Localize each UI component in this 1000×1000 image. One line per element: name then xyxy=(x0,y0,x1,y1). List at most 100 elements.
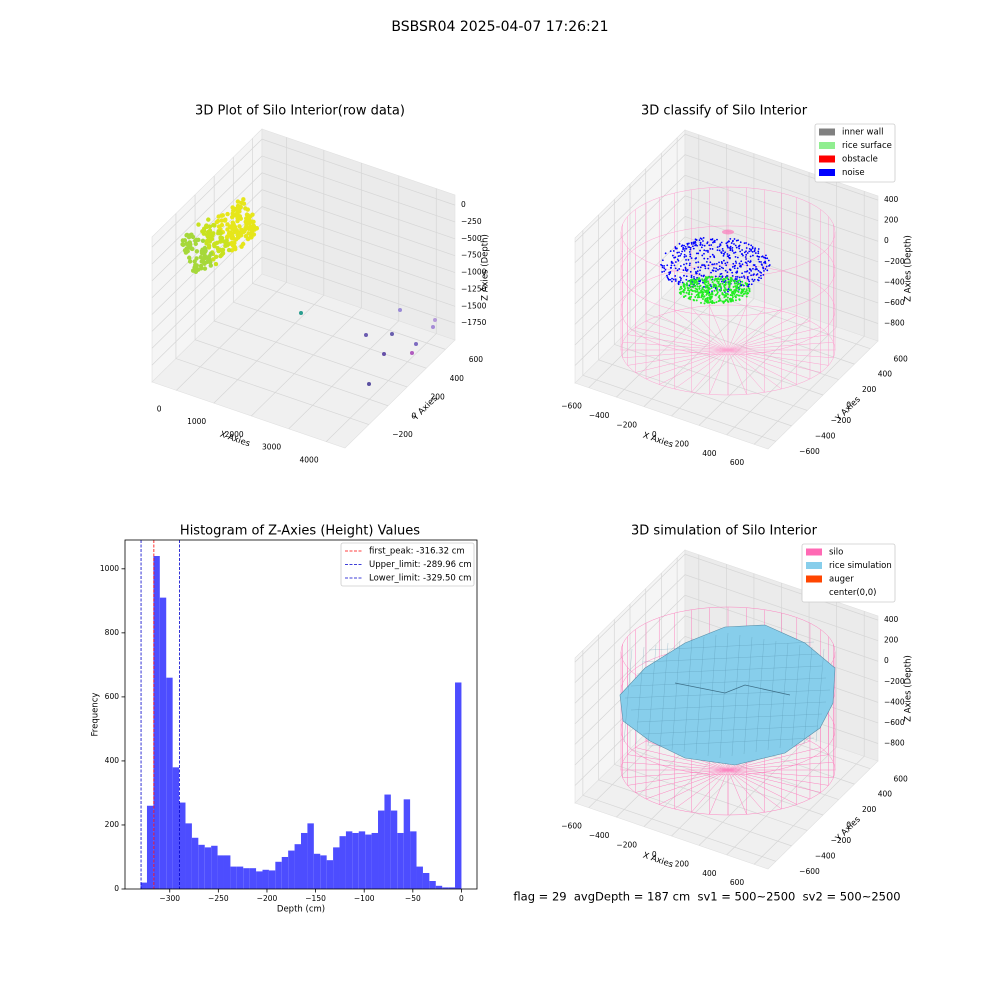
noise-point xyxy=(760,261,762,263)
cloud-point xyxy=(213,261,219,267)
bar xyxy=(185,823,192,889)
surface-point xyxy=(734,285,737,288)
noise-point xyxy=(746,277,749,280)
grid-line xyxy=(251,162,362,417)
noise-point xyxy=(683,274,685,277)
noise-point xyxy=(678,242,681,245)
silo-spoke xyxy=(727,349,821,373)
noise-point xyxy=(760,271,763,274)
noise-point xyxy=(716,249,719,252)
surface-point xyxy=(703,295,706,298)
surface-point xyxy=(689,285,692,288)
surface-point xyxy=(687,292,690,295)
noise-point xyxy=(695,239,698,241)
noise-point xyxy=(721,276,724,279)
silo-spoke xyxy=(627,754,729,771)
mesh-line xyxy=(695,636,705,755)
outlier-point xyxy=(431,325,435,329)
noise-point xyxy=(707,251,709,253)
cloud-point xyxy=(210,233,215,238)
cloud-point xyxy=(222,218,228,223)
cloud-point xyxy=(236,207,241,212)
silo-spoke xyxy=(659,349,729,385)
noise-point xyxy=(681,250,683,253)
noise-point xyxy=(745,258,747,260)
noise-point xyxy=(729,269,732,272)
silo-spoke xyxy=(691,307,729,351)
silo-spoke xyxy=(691,349,729,393)
noise-point xyxy=(715,267,718,270)
noise-point xyxy=(674,256,677,259)
z-tick-label: −800 xyxy=(884,739,905,748)
surface-point xyxy=(695,288,698,291)
noise-point xyxy=(734,244,737,247)
x-tick-label: −600 xyxy=(561,402,582,411)
cloud-point xyxy=(208,259,213,265)
noise-point xyxy=(745,270,748,273)
silo-spoke xyxy=(727,769,811,800)
x-tick-label: 200 xyxy=(675,859,690,868)
noise-point xyxy=(667,278,670,281)
point-cloud xyxy=(660,236,771,305)
surface-point xyxy=(741,283,744,286)
noise-point xyxy=(672,250,675,252)
noise-point xyxy=(736,275,739,278)
noise-point xyxy=(734,264,737,267)
cloud-point xyxy=(243,206,248,211)
mesh-line xyxy=(623,648,633,743)
surface-point xyxy=(686,283,689,286)
noise-point xyxy=(720,251,723,254)
surface-point xyxy=(716,287,719,290)
noise-point xyxy=(715,262,718,265)
silo-spoke xyxy=(727,349,765,393)
noise-point xyxy=(727,290,729,293)
noise-point xyxy=(750,274,753,277)
silo-spoke xyxy=(645,769,729,800)
x-tick-label: −300 xyxy=(159,894,180,903)
x-tick-label: −400 xyxy=(589,411,610,420)
noise-point xyxy=(764,262,767,265)
legend-box xyxy=(801,543,896,603)
x-tick-label: −200 xyxy=(257,894,278,903)
noise-point xyxy=(747,243,750,246)
legend-label: rice surface xyxy=(842,141,892,151)
noise-point xyxy=(664,252,667,255)
silo-spoke xyxy=(727,349,747,395)
silo-spoke xyxy=(727,769,821,793)
bar xyxy=(313,853,321,889)
grid-line xyxy=(151,155,456,265)
silo-ring xyxy=(620,304,836,396)
bar xyxy=(448,887,456,889)
y-axis-label: Y Axies xyxy=(410,393,440,423)
noise-point xyxy=(679,276,681,279)
noise-point xyxy=(728,254,731,257)
noise-point xyxy=(685,255,688,258)
noise-point xyxy=(705,249,708,252)
surface-point xyxy=(719,289,722,292)
noise-point xyxy=(743,242,746,245)
bar xyxy=(294,844,301,889)
silo-spoke xyxy=(727,769,829,786)
surface-point xyxy=(705,281,708,284)
surface-point xyxy=(726,299,729,302)
noise-point xyxy=(735,239,738,242)
surface-point xyxy=(680,287,683,290)
grid-line xyxy=(574,215,879,325)
bar xyxy=(410,831,417,889)
bar xyxy=(416,866,423,889)
legend-swatch xyxy=(819,169,835,176)
noise-point xyxy=(711,253,714,256)
noise-point xyxy=(702,281,704,284)
noise-point xyxy=(751,278,754,281)
noise-point xyxy=(698,239,701,242)
cloud-point xyxy=(239,244,244,249)
noise-point xyxy=(720,261,723,263)
silo-spoke xyxy=(635,349,729,373)
surface-point xyxy=(745,295,748,298)
silo-spoke xyxy=(622,341,729,351)
noise-point xyxy=(738,276,741,279)
noise-point xyxy=(687,246,690,248)
surface-point xyxy=(703,289,706,292)
surface-point xyxy=(710,286,713,289)
